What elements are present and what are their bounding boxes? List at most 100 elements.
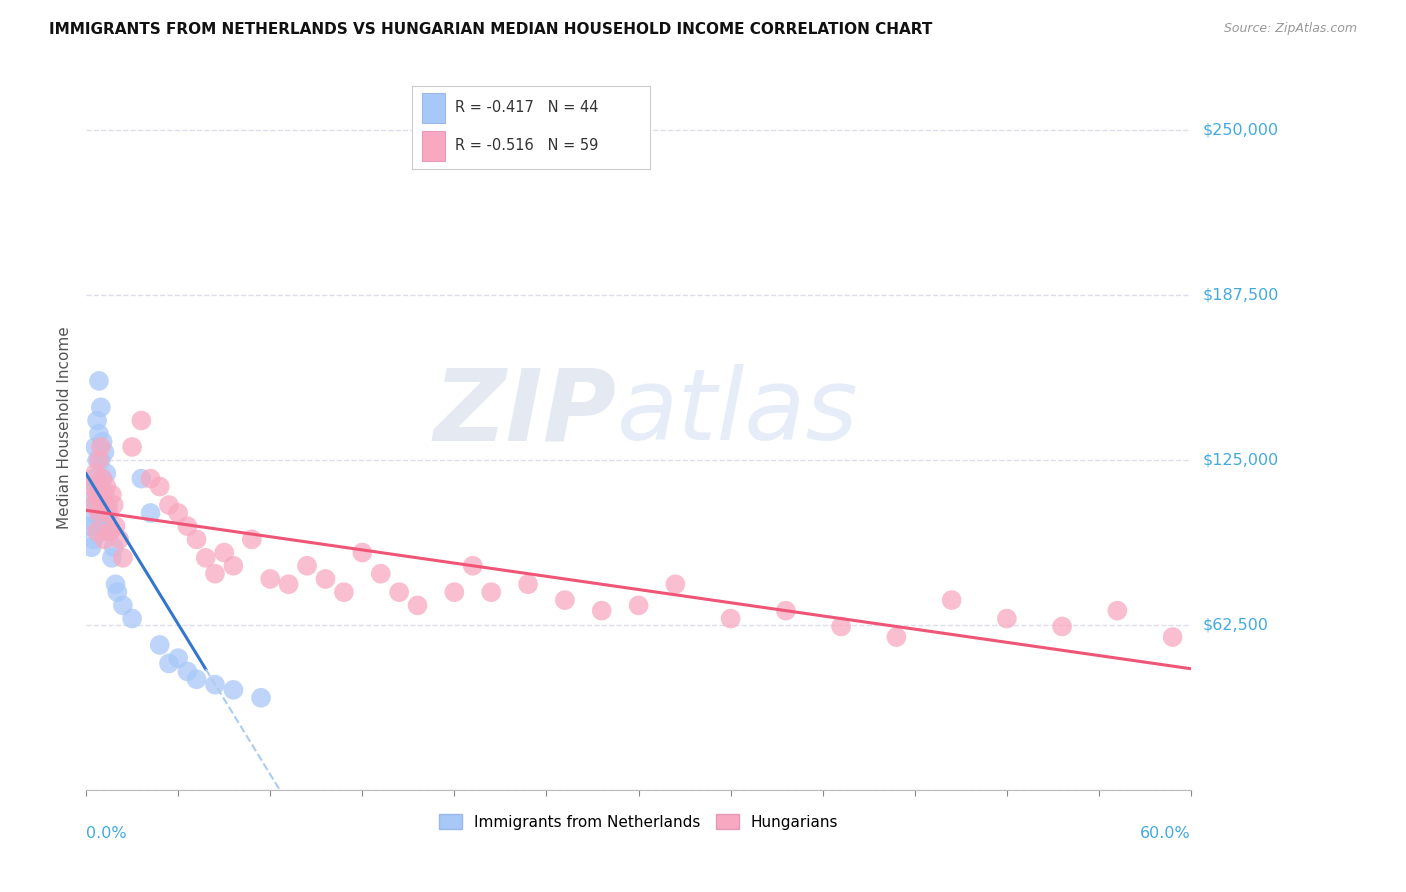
Point [886, 630, 908, 644]
Point [775, 604, 797, 618]
Text: $62,500: $62,500 [1202, 617, 1268, 632]
Point [90, 453, 112, 467]
Point [82, 533, 104, 547]
Point [93, 498, 115, 512]
Point [96, 479, 118, 493]
Point [86, 453, 108, 467]
Point [627, 599, 650, 613]
Point [830, 619, 852, 633]
Point [111, 599, 134, 613]
Text: atlas: atlas [616, 364, 858, 461]
Point [131, 413, 153, 427]
Point [87, 426, 110, 441]
Point [80, 506, 103, 520]
Point [79, 519, 101, 533]
Text: Source: ZipAtlas.com: Source: ZipAtlas.com [1223, 22, 1357, 36]
Point [86, 492, 108, 507]
Point [90, 506, 112, 520]
Point [157, 498, 180, 512]
Point [91, 472, 114, 486]
Point [90, 492, 112, 507]
Point [240, 533, 263, 547]
Point [82, 472, 104, 486]
Point [1050, 619, 1073, 633]
Point [97, 506, 120, 520]
Point [517, 577, 540, 591]
Point [91, 472, 114, 486]
Point [86, 487, 108, 501]
Point [186, 533, 208, 547]
Point [105, 585, 128, 599]
Point [96, 506, 118, 520]
Point [554, 593, 576, 607]
Point [101, 550, 124, 565]
Point [259, 572, 281, 586]
Point [167, 651, 190, 665]
Point [90, 401, 112, 415]
Point [1107, 604, 1129, 618]
Point [443, 585, 465, 599]
Point [222, 682, 245, 697]
Point [277, 577, 299, 591]
Point [591, 604, 613, 618]
Point [204, 677, 226, 691]
Point [333, 585, 356, 599]
Point [97, 498, 120, 512]
Point [104, 519, 127, 533]
Point [995, 611, 1018, 625]
Point [176, 665, 198, 679]
Point [82, 498, 104, 512]
Point [479, 585, 502, 599]
Point [93, 487, 115, 501]
Point [98, 524, 121, 539]
Point [103, 541, 125, 555]
Text: $250,000: $250,000 [1202, 122, 1278, 137]
Point [93, 533, 115, 547]
Point [204, 566, 226, 581]
Text: ZIP: ZIP [433, 364, 616, 461]
Point [101, 487, 124, 501]
Point [167, 506, 190, 520]
Point [121, 440, 143, 454]
Point [96, 467, 118, 481]
Point [84, 519, 107, 533]
Point [176, 519, 198, 533]
Point [222, 558, 245, 573]
Point [90, 440, 112, 454]
Point [186, 673, 208, 687]
Point [103, 498, 125, 512]
Point [131, 472, 153, 486]
Point [314, 572, 336, 586]
Point [87, 479, 110, 493]
Point [84, 467, 107, 481]
Point [86, 524, 108, 539]
Point [108, 533, 131, 547]
Point [212, 545, 235, 559]
Point [664, 577, 686, 591]
Point [406, 599, 429, 613]
Text: $125,000: $125,000 [1202, 452, 1278, 467]
Point [87, 374, 110, 388]
Point [139, 472, 162, 486]
Point [111, 550, 134, 565]
Point [388, 585, 411, 599]
Point [91, 519, 114, 533]
Point [1161, 630, 1184, 644]
Point [720, 611, 742, 625]
Point [149, 479, 172, 493]
Legend: Immigrants from Netherlands, Hungarians: Immigrants from Netherlands, Hungarians [439, 814, 838, 830]
Point [104, 577, 127, 591]
Point [194, 550, 217, 565]
Point [84, 440, 107, 454]
Text: 0.0%: 0.0% [86, 826, 127, 841]
Point [87, 506, 110, 520]
Point [87, 453, 110, 467]
Point [121, 611, 143, 625]
Point [93, 445, 115, 459]
Point [80, 541, 103, 555]
Point [93, 524, 115, 539]
Text: $187,500: $187,500 [1202, 287, 1278, 302]
Point [98, 524, 121, 539]
Point [157, 657, 180, 671]
Point [461, 558, 484, 573]
